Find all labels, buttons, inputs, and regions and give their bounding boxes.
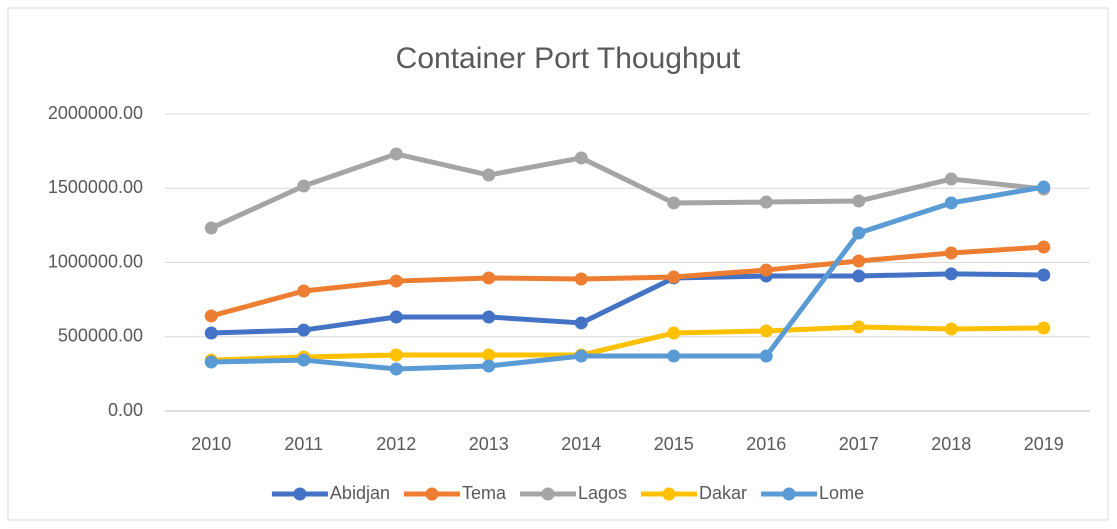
x-tick-label: 2018 bbox=[931, 434, 971, 454]
y-tick-label: 2000000.00 bbox=[48, 103, 143, 123]
data-point bbox=[297, 179, 311, 193]
data-point bbox=[667, 326, 681, 340]
legend-marker bbox=[541, 487, 555, 501]
data-point bbox=[389, 310, 403, 324]
data-point bbox=[944, 267, 958, 281]
series-line bbox=[208, 324, 1047, 363]
legend-label: Abidjan bbox=[330, 483, 390, 503]
data-point bbox=[482, 271, 496, 285]
x-tick-label: 2012 bbox=[376, 434, 416, 454]
data-point bbox=[759, 195, 773, 209]
legend: Abidjan Tema Lagos Dakar Lome bbox=[271, 483, 864, 503]
x-tick-label: 2017 bbox=[839, 434, 879, 454]
data-point bbox=[852, 254, 866, 268]
data-point bbox=[667, 349, 681, 363]
x-tick-label: 2010 bbox=[191, 434, 231, 454]
series-line bbox=[208, 184, 1047, 372]
data-point bbox=[204, 355, 218, 369]
data-point bbox=[574, 316, 588, 330]
y-tick-label: 1000000.00 bbox=[48, 251, 143, 271]
data-point bbox=[389, 274, 403, 288]
legend-marker bbox=[662, 487, 676, 501]
data-point bbox=[574, 151, 588, 165]
legend-label: Tema bbox=[462, 483, 507, 503]
chart-title: Container Port Thoughput bbox=[396, 42, 741, 75]
data-point bbox=[389, 147, 403, 161]
data-point bbox=[297, 284, 311, 298]
data-point bbox=[1037, 268, 1051, 282]
data-point bbox=[1037, 240, 1051, 254]
data-point bbox=[297, 323, 311, 337]
data-point bbox=[759, 263, 773, 277]
x-tick-label: 2014 bbox=[561, 434, 601, 454]
data-point bbox=[204, 326, 218, 340]
data-point bbox=[204, 221, 218, 235]
series-line bbox=[208, 271, 1047, 336]
chart-border bbox=[7, 7, 1109, 521]
data-point bbox=[944, 196, 958, 210]
legend-label: Dakar bbox=[699, 483, 747, 503]
data-point bbox=[852, 194, 866, 208]
series-line bbox=[208, 151, 1047, 231]
data-point bbox=[574, 272, 588, 286]
x-tick-label: 2015 bbox=[654, 434, 694, 454]
data-point bbox=[852, 320, 866, 334]
data-point bbox=[759, 324, 773, 338]
data-point bbox=[944, 246, 958, 260]
data-point bbox=[944, 172, 958, 186]
x-tick-label: 2016 bbox=[746, 434, 786, 454]
series-line bbox=[208, 244, 1047, 319]
data-point bbox=[667, 196, 681, 210]
data-point bbox=[389, 348, 403, 362]
data-point bbox=[852, 269, 866, 283]
data-point bbox=[574, 349, 588, 363]
data-point bbox=[944, 322, 958, 336]
legend-label: Lagos bbox=[578, 483, 627, 503]
data-point bbox=[482, 310, 496, 324]
legend-label: Lome bbox=[819, 483, 864, 503]
y-tick-label: 0.00 bbox=[108, 400, 143, 420]
y-tick-label: 500000.00 bbox=[58, 326, 143, 346]
legend-marker bbox=[425, 487, 439, 501]
data-point bbox=[297, 353, 311, 367]
data-point bbox=[482, 348, 496, 362]
data-point bbox=[389, 362, 403, 376]
data-point bbox=[759, 349, 773, 363]
x-tick-label: 2011 bbox=[284, 434, 323, 454]
legend-marker bbox=[782, 487, 796, 501]
data-point bbox=[852, 226, 866, 240]
x-tick-label: 2013 bbox=[469, 434, 509, 454]
data-point bbox=[667, 270, 681, 284]
data-point bbox=[1037, 321, 1051, 335]
legend-marker bbox=[293, 487, 307, 501]
x-tick-label: 2019 bbox=[1024, 434, 1064, 454]
data-point bbox=[482, 359, 496, 373]
y-tick-label: 1500000.00 bbox=[48, 177, 143, 197]
data-point bbox=[204, 309, 218, 323]
data-point bbox=[482, 168, 496, 182]
data-point bbox=[1037, 180, 1051, 194]
